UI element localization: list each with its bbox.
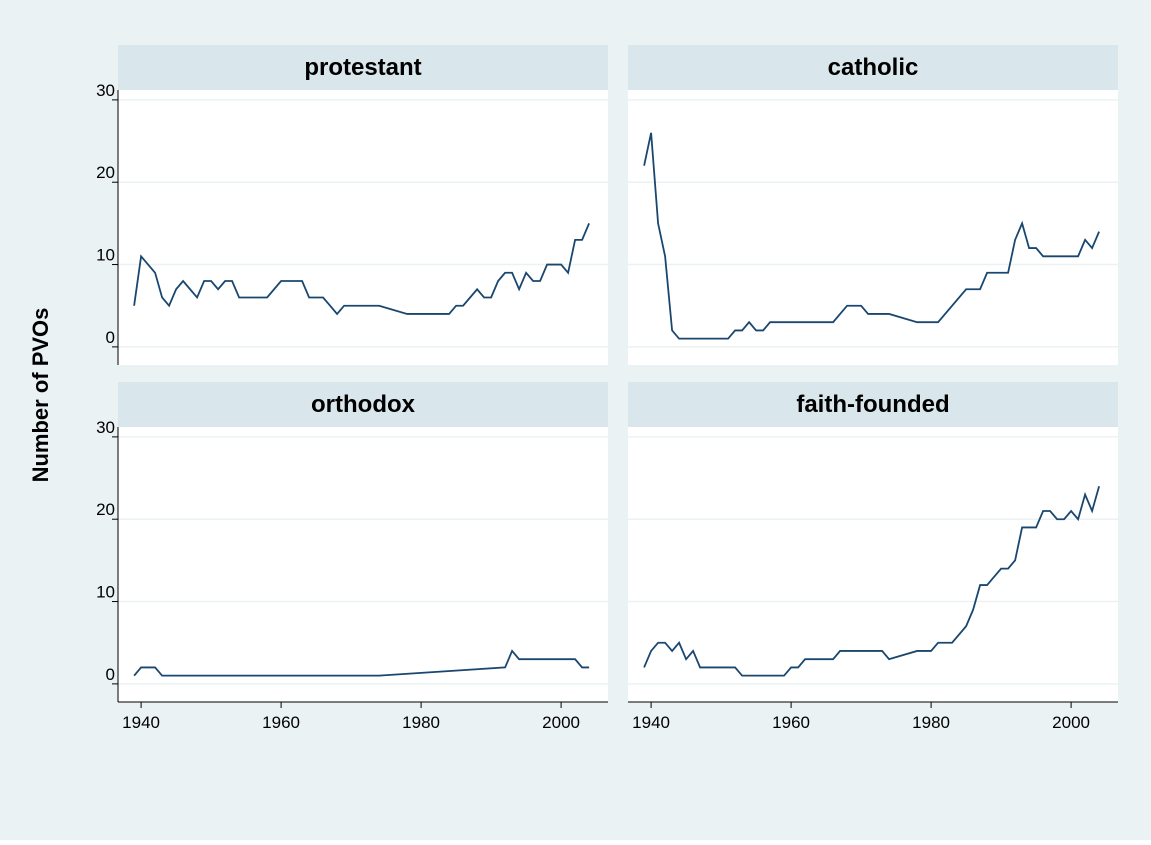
x-tick-label: 2000 bbox=[542, 713, 580, 732]
y-tick-label: 20 bbox=[96, 163, 115, 182]
y-tick-label: 10 bbox=[96, 583, 115, 602]
plot-area bbox=[118, 90, 608, 365]
line bbox=[133, 649, 590, 677]
panel-title: protestant bbox=[304, 54, 421, 81]
y-tick-label: 10 bbox=[96, 246, 115, 265]
panel-title: faith-founded bbox=[796, 391, 949, 418]
panel-header bbox=[118, 45, 608, 90]
line bbox=[643, 486, 1100, 677]
y-tick-label: 0 bbox=[106, 665, 115, 684]
x-tick-label: 1980 bbox=[912, 713, 950, 732]
line bbox=[643, 132, 1100, 340]
x-tick-label: 1960 bbox=[772, 713, 810, 732]
x-tick-label: 2000 bbox=[1052, 713, 1090, 732]
y-tick-label: 30 bbox=[96, 418, 115, 437]
x-tick-label: 1940 bbox=[632, 713, 670, 732]
x-tick-label: 1980 bbox=[402, 713, 440, 732]
panel-title: catholic bbox=[828, 54, 919, 81]
panel-header bbox=[118, 382, 608, 427]
x-tick-label: 1940 bbox=[122, 713, 160, 732]
y-axis-label: Number of PVOs bbox=[28, 308, 53, 483]
y-tick-label: 20 bbox=[96, 500, 115, 519]
plot-area bbox=[628, 427, 1118, 702]
panel-header bbox=[628, 382, 1118, 427]
panel-header bbox=[628, 45, 1118, 90]
y-tick-label: 30 bbox=[96, 81, 115, 100]
plot-area bbox=[628, 90, 1118, 365]
line bbox=[133, 223, 590, 316]
plot-area bbox=[118, 427, 608, 702]
y-tick-label: 0 bbox=[106, 328, 115, 347]
panel-title: orthodox bbox=[311, 391, 416, 418]
x-tick-label: 1960 bbox=[262, 713, 300, 732]
